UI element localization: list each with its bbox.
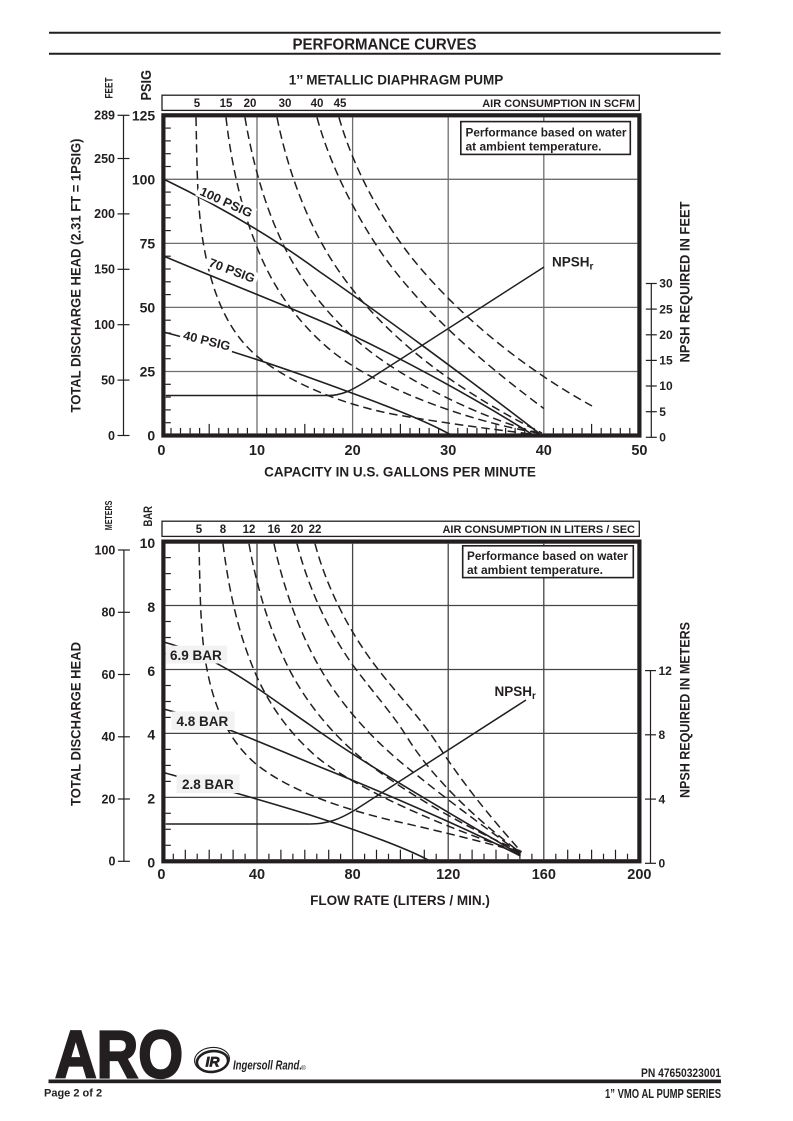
svg-text:200: 200 xyxy=(627,867,651,883)
svg-text:10: 10 xyxy=(140,535,156,551)
svg-text:NPSHr: NPSHr xyxy=(495,684,537,702)
svg-text:TOTAL DISCHARGE HEAD (2.31 FT: TOTAL DISCHARGE HEAD (2.31 FT = 1PSIG) xyxy=(68,139,84,413)
svg-text:2.8 BAR: 2.8 BAR xyxy=(182,777,234,792)
svg-text:20: 20 xyxy=(291,524,304,536)
svg-text:FEET: FEET xyxy=(104,77,116,98)
svg-text:0: 0 xyxy=(108,429,115,443)
svg-text:100: 100 xyxy=(132,171,156,187)
svg-text:0: 0 xyxy=(147,428,155,444)
svg-text:PSIG: PSIG xyxy=(139,70,155,101)
svg-text:40: 40 xyxy=(311,98,324,110)
svg-text:30: 30 xyxy=(659,277,673,291)
svg-text:NPSH REQUIRED IN FEET: NPSH REQUIRED IN FEET xyxy=(677,201,693,362)
svg-text:10: 10 xyxy=(249,443,265,459)
svg-text:40: 40 xyxy=(249,867,265,883)
svg-text:0: 0 xyxy=(157,867,165,883)
svg-text:at ambient temperature.: at ambient temperature. xyxy=(466,140,602,154)
svg-text:0: 0 xyxy=(659,431,666,445)
svg-text:75: 75 xyxy=(140,235,156,251)
svg-text:PN 47650323001: PN 47650323001 xyxy=(641,1066,721,1080)
svg-text:289: 289 xyxy=(94,109,115,123)
svg-text:45: 45 xyxy=(334,98,347,110)
svg-text:20: 20 xyxy=(659,328,673,342)
svg-text:0: 0 xyxy=(157,443,165,459)
svg-text:5: 5 xyxy=(194,98,201,110)
svg-text:0: 0 xyxy=(147,855,155,871)
svg-text:5: 5 xyxy=(196,524,203,536)
svg-text:125: 125 xyxy=(132,107,156,123)
svg-text:AIR CONSUMPTION IN LITERS / SE: AIR CONSUMPTION IN LITERS / SEC xyxy=(442,524,635,536)
svg-text:8: 8 xyxy=(659,728,666,742)
svg-text:0: 0 xyxy=(108,855,115,869)
svg-text:8: 8 xyxy=(220,524,227,536)
svg-text:1’’ METALLIC DIAPHRAGM PUMP: 1’’ METALLIC DIAPHRAGM PUMP xyxy=(289,73,504,88)
svg-text:160: 160 xyxy=(532,867,556,883)
svg-text:30: 30 xyxy=(440,443,456,459)
svg-text:METERS: METERS xyxy=(103,501,115,531)
svg-text:BAR: BAR xyxy=(143,505,155,526)
svg-text:100: 100 xyxy=(94,318,115,332)
svg-text:4.8 BAR: 4.8 BAR xyxy=(177,714,229,729)
svg-text:NPSHr: NPSHr xyxy=(552,255,594,273)
svg-text:NPSH REQUIRED IN METERS: NPSH REQUIRED IN METERS xyxy=(677,622,693,798)
svg-text:8: 8 xyxy=(147,599,155,615)
svg-text:Performance based on water: Performance based on water xyxy=(467,549,628,563)
svg-text:1” VMO AL PUMP SERIES: 1” VMO AL PUMP SERIES xyxy=(605,1087,721,1101)
svg-text:50: 50 xyxy=(140,299,156,315)
svg-text:25: 25 xyxy=(140,364,156,380)
svg-text:6: 6 xyxy=(147,663,155,679)
svg-text:40: 40 xyxy=(536,443,552,459)
svg-text:4: 4 xyxy=(147,727,155,743)
svg-text:15: 15 xyxy=(220,98,233,110)
svg-text:12: 12 xyxy=(243,524,256,536)
svg-text:12: 12 xyxy=(659,664,673,678)
svg-text:CAPACITY IN U.S. GALLONS PER M: CAPACITY IN U.S. GALLONS PER MINUTE xyxy=(264,465,536,480)
svg-text:IR: IR xyxy=(206,1054,221,1070)
svg-text:4: 4 xyxy=(659,792,666,806)
svg-text:6.9 BAR: 6.9 BAR xyxy=(170,648,222,663)
svg-text:50: 50 xyxy=(631,443,647,459)
svg-text:150: 150 xyxy=(94,263,115,277)
svg-text:50: 50 xyxy=(101,373,115,387)
svg-text:5: 5 xyxy=(659,405,666,419)
svg-text:16: 16 xyxy=(268,524,281,536)
svg-text:200: 200 xyxy=(94,207,115,221)
svg-text:at ambient temperature.: at ambient temperature. xyxy=(467,563,603,577)
svg-text:Page 2 of 2: Page 2 of 2 xyxy=(44,1088,102,1100)
svg-text:60: 60 xyxy=(101,668,115,682)
svg-text:30: 30 xyxy=(279,98,292,110)
svg-text:FLOW RATE (LITERS / MIN.): FLOW RATE (LITERS / MIN.) xyxy=(310,893,490,908)
svg-text:20: 20 xyxy=(345,443,361,459)
svg-text:250: 250 xyxy=(94,152,115,166)
svg-text:Ingersoll Rand.: Ingersoll Rand. xyxy=(233,1058,302,1072)
svg-text:0: 0 xyxy=(659,857,666,871)
svg-text:80: 80 xyxy=(345,867,361,883)
svg-text:10: 10 xyxy=(659,379,673,393)
svg-text:2: 2 xyxy=(147,791,155,807)
svg-text:80: 80 xyxy=(101,606,115,620)
svg-text:22: 22 xyxy=(309,524,322,536)
svg-text:TOTAL DISCHARGE HEAD: TOTAL DISCHARGE HEAD xyxy=(68,642,84,806)
svg-text:40: 40 xyxy=(101,730,115,744)
svg-text:20: 20 xyxy=(101,792,115,806)
svg-text:AIR CONSUMPTION IN SCFM: AIR CONSUMPTION IN SCFM xyxy=(482,98,635,110)
svg-text:®: ® xyxy=(301,1064,306,1072)
svg-text:Performance based on water: Performance based on water xyxy=(466,125,627,139)
svg-text:20: 20 xyxy=(244,98,257,110)
svg-text:15: 15 xyxy=(659,354,673,368)
svg-text:120: 120 xyxy=(436,867,460,883)
svg-text:100: 100 xyxy=(95,543,116,557)
svg-text:25: 25 xyxy=(659,302,673,316)
svg-text:PERFORMANCE CURVES: PERFORMANCE CURVES xyxy=(293,36,477,53)
